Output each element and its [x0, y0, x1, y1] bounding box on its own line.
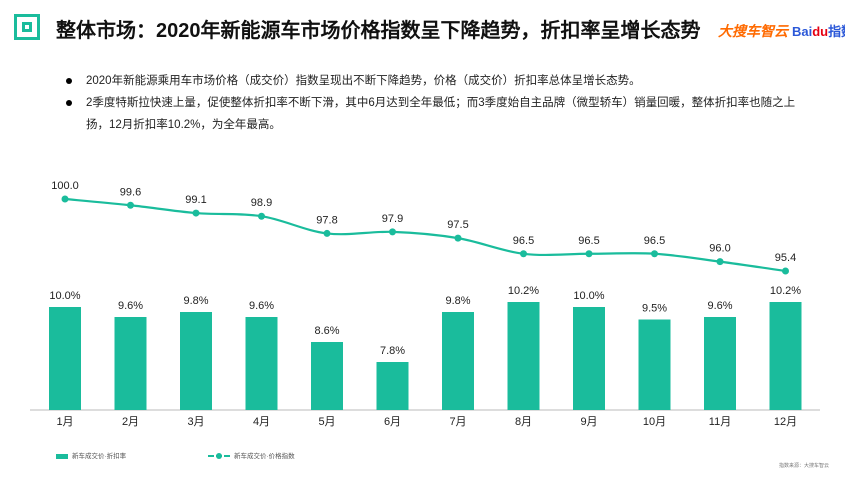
page-title: 整体市场：2020年新能源车市场价格指数呈下降趋势，折扣率呈增长态势: [56, 20, 701, 42]
legend-line-swatch-icon: [208, 453, 230, 460]
bar-data-label: 7.8%: [380, 345, 405, 357]
price-index-point: [716, 258, 724, 266]
line-data-label: 95.4: [775, 252, 796, 264]
brand-logo-baidu: Baidu指数: [792, 21, 845, 40]
brand-baidu-prefix: Bai: [792, 24, 813, 39]
bar-discount-rate: [245, 317, 278, 410]
line-data-label: 96.0: [709, 243, 730, 255]
x-tick-label: 7月: [449, 416, 466, 428]
bar-data-label: 9.8%: [445, 295, 470, 307]
x-tick-label: 8月: [515, 416, 532, 428]
x-tick-label: 11月: [709, 416, 731, 428]
bar-discount-rate: [704, 317, 736, 410]
x-tick-label: 3月: [187, 416, 204, 428]
line-data-label: 100.0: [51, 180, 79, 192]
price-index-point: [454, 234, 462, 242]
line-data-label: 97.5: [447, 219, 468, 231]
line-data-label: 98.9: [251, 197, 272, 209]
legend-bar-label: 新车成交价·折扣率: [72, 453, 127, 460]
x-tick-label: 2月: [122, 416, 139, 428]
price-index-point: [782, 267, 789, 275]
bar-discount-rate: [114, 317, 147, 410]
bullet-dot-icon: [66, 78, 72, 84]
bar-data-label: 10.0%: [49, 290, 80, 302]
bar-data-label: 10.2%: [508, 285, 539, 297]
bar-discount-rate: [442, 312, 474, 410]
line-data-label: 97.9: [382, 213, 403, 225]
line-data-label: 97.8: [316, 214, 337, 226]
bar-data-label: 9.5%: [642, 303, 667, 315]
x-tick-label: 1月: [56, 416, 73, 428]
line-data-label: 96.5: [644, 235, 665, 247]
data-source-note: 指数来源：大搜车智云: [778, 463, 829, 469]
price-index-point: [585, 250, 593, 258]
legend-line: 新车成交价·价格指数: [208, 450, 295, 460]
line-data-label: 99.6: [120, 186, 141, 198]
bar-discount-rate: [507, 302, 540, 410]
bar-data-label: 9.8%: [183, 295, 208, 307]
bar-data-label: 9.6%: [249, 300, 274, 312]
legend-bar-swatch-icon: [56, 453, 68, 459]
x-tick-label: 9月: [580, 416, 597, 428]
bar-data-label: 10.0%: [573, 290, 604, 302]
bullet-text: 2季度特斯拉快速上量，促使整体折扣率不断下滑，其中6月达到全年最低；而3季度始自…: [86, 97, 796, 131]
bar-data-label: 9.6%: [707, 300, 732, 312]
price-index-point: [651, 250, 658, 258]
logo-square-icon: [14, 14, 40, 40]
price-index-point: [389, 228, 396, 236]
bar-data-label: 10.2%: [770, 285, 801, 297]
bar-discount-rate: [180, 312, 212, 410]
brand-logo-dasouche: 大搜车智云: [718, 23, 788, 39]
x-tick-label: 4月: [253, 416, 270, 428]
price-index-point: [520, 250, 527, 258]
brand-baidu-suffix: 指数: [828, 24, 845, 39]
legend-bar: 新车成交价·折扣率: [56, 450, 126, 460]
line-data-label: 96.5: [513, 235, 534, 247]
line-data-label: 99.1: [185, 194, 206, 206]
combo-chart: 10.0% 1月 9.6% 2月 9.8% 3月 9.6% 4月 8.6% 5月 7.8% 6月 9.8…: [30, 180, 820, 428]
bar-discount-rate: [49, 307, 81, 410]
bar-discount-rate: [311, 342, 343, 410]
price-index-point: [61, 195, 69, 203]
bar-data-label: 9.6%: [118, 300, 143, 312]
summary-bullets: 2020年新能源乘用车市场价格（成交价）指数呈现出不断下降趋势，价格（成交价）折…: [66, 70, 806, 136]
x-tick-label: 12月: [774, 416, 797, 428]
bullet-text: 2020年新能源乘用车市场价格（成交价）指数呈现出不断下降趋势，价格（成交价）折…: [86, 75, 641, 87]
legend-line-label: 新车成交价·价格指数: [234, 453, 295, 460]
price-index-point: [258, 212, 265, 220]
price-index-point: [192, 209, 200, 217]
bullet-item: 2020年新能源乘用车市场价格（成交价）指数呈现出不断下降趋势，价格（成交价）折…: [66, 70, 806, 92]
price-index-line: [64, 197, 786, 273]
bar-discount-rate: [573, 307, 605, 410]
line-data-label: 96.5: [578, 235, 599, 247]
price-index-point: [323, 229, 331, 237]
price-index-point: [127, 201, 134, 209]
bar-discount-rate: [769, 302, 802, 410]
bar-data-label: 8.6%: [314, 325, 339, 337]
brand-baidu-paw: du: [812, 24, 829, 39]
x-tick-label: 10月: [643, 416, 666, 428]
x-tick-label: 6月: [384, 416, 401, 428]
bar-discount-rate: [638, 319, 671, 410]
x-tick-label: 5月: [318, 416, 335, 428]
bullet-dot-icon: [66, 100, 72, 106]
bar-discount-rate: [376, 362, 409, 410]
bullet-item: 2季度特斯拉快速上量，促使整体折扣率不断下滑，其中6月达到全年最低；而3季度始自…: [66, 92, 806, 136]
